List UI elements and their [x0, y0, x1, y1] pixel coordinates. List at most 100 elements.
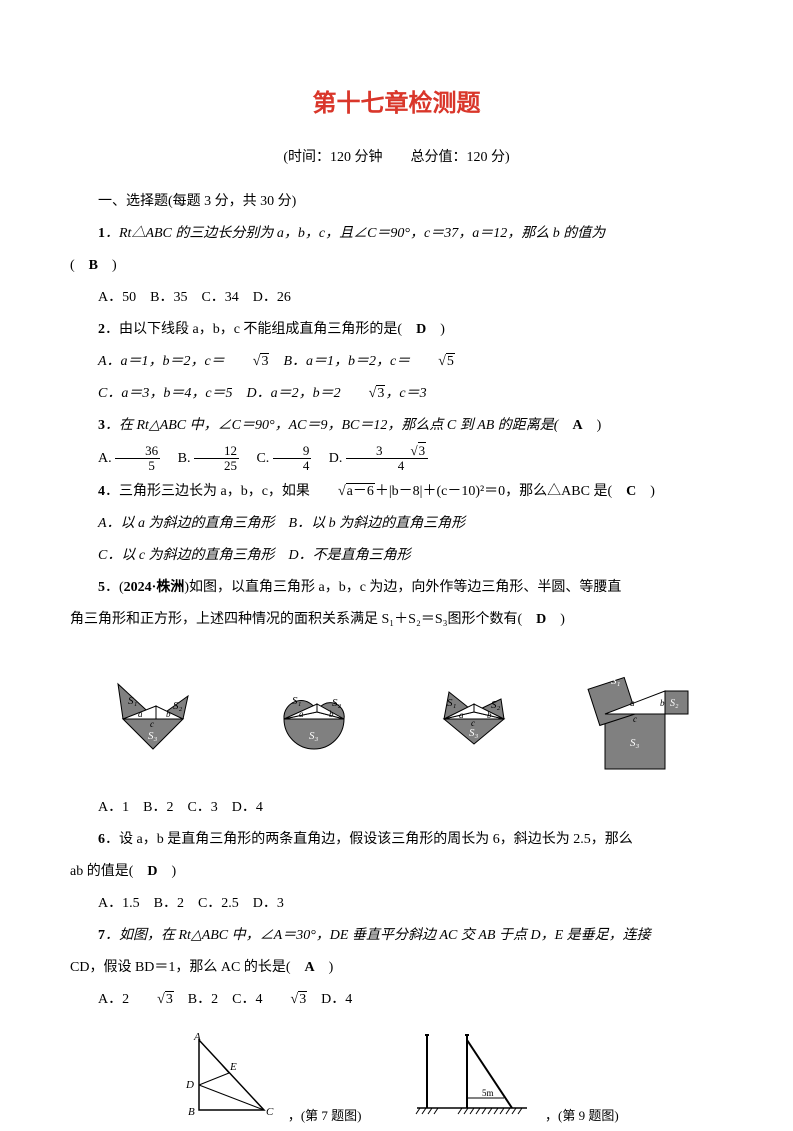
q3-text: ．在 Rt△ABC 中，∠C＝90°，AC＝9，BC＝12，那么点 C 到 AB… — [105, 418, 572, 433]
q5-answer: D — [536, 612, 546, 627]
figure-7-wrap: A B C D E ，(第 7 题图) — [174, 1030, 361, 1131]
q3-optB: B. — [164, 451, 191, 466]
sqrt-icon: 3 — [263, 986, 308, 1014]
q1-answer: B — [89, 258, 98, 273]
question-7: 7．如图，在 Rt△ABC 中，∠A＝30°，DE 垂直平分斜边 AC 交 AB… — [70, 922, 723, 950]
sqrt-icon: 5 — [410, 348, 455, 376]
svg-text:S₂: S₂ — [173, 700, 183, 712]
q1-answer-line: ( B ) — [70, 252, 723, 280]
q1-num: 1 — [98, 226, 105, 241]
paren-close: ) — [98, 258, 117, 273]
fraction: 94 — [273, 444, 312, 474]
q3-num: 3 — [98, 418, 105, 433]
svg-text:S₃: S₃ — [469, 727, 479, 739]
q4-options-2: C．以 c 为斜边的直角三角形 D．不是直角三角形 — [70, 542, 723, 570]
svg-text:S₃: S₃ — [148, 730, 158, 742]
q7-optB: B．2 C．4 — [174, 992, 263, 1007]
q3-optA: A. — [98, 451, 112, 466]
svg-text:A: A — [193, 1031, 201, 1043]
q3-optC: C. — [242, 451, 269, 466]
question-5: 5．(2024·株洲)如图，以直角三角形 a，b，c 为边，向外作等边三角形、半… — [70, 574, 723, 602]
q2-answer: D — [416, 322, 426, 337]
page-subtitle: (时间：120 分钟 总分值：120 分) — [70, 144, 723, 172]
sqrt-icon: a－6 — [310, 478, 375, 506]
q5-pre: ．( — [105, 580, 124, 595]
sqrt-icon: 3 — [129, 986, 174, 1014]
svg-text:S₂: S₂ — [670, 698, 679, 709]
figure-9-wrap: 5m ，(第 9 题图) — [402, 1030, 619, 1131]
svg-text:S₁: S₁ — [611, 675, 621, 687]
paren: ( — [70, 258, 89, 273]
question-2: 2．由以下线段 a，b，c 不能组成直角三角形的是( D ) — [70, 316, 723, 344]
bottom-figures: A B C D E ，(第 7 题图) 5m ，(第 9 题图) — [70, 1030, 723, 1131]
figure-semicircle: S₁ S₂ S₃ a b — [254, 664, 374, 764]
q7-optA: A．2 — [98, 992, 129, 1007]
question-6: 6．设 a，b 是直角三角形的两条直角边，假设该三角形的周长为 6，斜边长为 2… — [70, 826, 723, 854]
q7-text: ．如图，在 Rt△ABC 中，∠A＝30°，DE 垂直平分斜边 AC 交 AB … — [105, 928, 651, 943]
fraction: 365 — [115, 444, 160, 474]
svg-text:b: b — [660, 698, 665, 708]
q4-text-post: ＋|b－8|＋(c－10)²＝0，那么△ABC 是( — [375, 484, 626, 499]
svg-text:S₃: S₃ — [630, 737, 640, 749]
svg-text:c: c — [471, 718, 475, 728]
q5-line2: 角三角形和正方形，上述四种情况的面积关系满足 S₁＋S₂＝S₃图形个数有( D … — [70, 606, 723, 634]
svg-text:D: D — [185, 1079, 194, 1091]
page-title: 第十七章检测题 — [70, 80, 723, 128]
svg-text:S₁: S₁ — [447, 697, 457, 709]
q6-answer: D — [147, 864, 157, 879]
fig9-caption: ，(第 9 题图) — [545, 1108, 619, 1123]
fraction: 1225 — [194, 444, 239, 474]
figure-7: A B C D E — [174, 1030, 284, 1120]
svg-text:b: b — [329, 709, 334, 719]
q4-text-pre: ．三角形三边长为 a，b，c，如果 — [105, 484, 310, 499]
svg-text:S₂: S₂ — [491, 699, 501, 711]
q6-text: ．设 a，b 是直角三角形的两条直角边，假设该三角形的周长为 6，斜边长为 2.… — [105, 832, 633, 847]
q4-options-1: A．以 a 为斜边的直角三角形 B．以 b 为斜边的直角三角形 — [70, 510, 723, 538]
paren-close: ) — [636, 484, 655, 499]
paren-close: ) — [158, 864, 177, 879]
q2-optD-suffix: ，c＝3 — [385, 386, 426, 401]
sqrt-icon: 3 — [382, 444, 426, 458]
q6-options: A．1.5 B．2 C．2.5 D．3 — [70, 890, 723, 918]
q1-text: ．Rt△ABC 的三边长分别为 a，b，c，且∠C＝90°，c＝37，a＝12，… — [105, 226, 605, 241]
q2-options-cd: C．a＝3，b＝4，c＝5 D．a＝2，b＝23，c＝3 — [70, 380, 723, 408]
paren-close: ) — [315, 960, 334, 975]
q5-num: 5 — [98, 580, 105, 595]
sqrt-icon: 3 — [225, 348, 270, 376]
svg-text:a: a — [459, 710, 464, 720]
q7-line2-text: CD，假设 BD＝1，那么 AC 的长是( — [70, 960, 305, 975]
svg-text:a: a — [299, 709, 304, 719]
q6-line2-text: ab 的值是( — [70, 864, 147, 879]
q7-line2: CD，假设 BD＝1，那么 AC 的长是( A ) — [70, 954, 723, 982]
q4-answer: C — [626, 484, 636, 499]
q2-optB: B．a＝1，b＝2，c＝ — [269, 354, 410, 369]
question-4: 4．三角形三边长为 a，b，c，如果a－6＋|b－8|＋(c－10)²＝0，那么… — [70, 478, 723, 506]
q3-answer: A — [572, 418, 582, 433]
figures-row: S₁ S₂ S₃ a b c S₁ S₂ S₃ a b S₁ S₂ S₃ a b… — [70, 654, 723, 774]
fig7-caption: ，(第 7 题图) — [288, 1108, 362, 1123]
q5-post: )如图，以直角三角形 a，b，c 为边，向外作等边三角形、半圆、等腰直 — [184, 580, 621, 595]
svg-text:5m: 5m — [482, 1088, 494, 1098]
q6-num: 6 — [98, 832, 105, 847]
svg-text:B: B — [188, 1106, 195, 1118]
figure-equilateral: S₁ S₂ S₃ a b c — [88, 664, 218, 764]
svg-text:c: c — [150, 719, 154, 729]
q5-line2-text: 角三角形和正方形，上述四种情况的面积关系满足 S₁＋S₂＝S₃图形个数有( — [70, 612, 536, 627]
question-1: 1．Rt△ABC 的三边长分别为 a，b，c，且∠C＝90°，c＝37，a＝12… — [70, 220, 723, 248]
question-3: 3．在 Rt△ABC 中，∠C＝90°，AC＝9，BC＝12，那么点 C 到 A… — [70, 412, 723, 440]
svg-text:a: a — [630, 698, 635, 708]
q5-options: A．1 B．2 C．3 D．4 — [70, 794, 723, 822]
svg-text:S₃: S₃ — [309, 730, 319, 742]
svg-text:E: E — [229, 1061, 237, 1073]
q2-options-ab: A．a＝1，b＝2，c＝3 B．a＝1，b＝2，c＝5 — [70, 348, 723, 376]
section-header: 一、选择题(每题 3 分，共 30 分) — [70, 188, 723, 216]
svg-text:S₁: S₁ — [292, 695, 302, 707]
q6-line2: ab 的值是( D ) — [70, 858, 723, 886]
q7-answer: A — [305, 960, 315, 975]
svg-text:S₂: S₂ — [332, 697, 342, 709]
q3-optD: D. — [315, 451, 343, 466]
svg-text:b: b — [487, 710, 492, 720]
q7-num: 7 — [98, 928, 105, 943]
figure-squares: S₁ S₂ S₃ a b c — [565, 654, 705, 774]
q7-optD: D．4 — [307, 992, 352, 1007]
